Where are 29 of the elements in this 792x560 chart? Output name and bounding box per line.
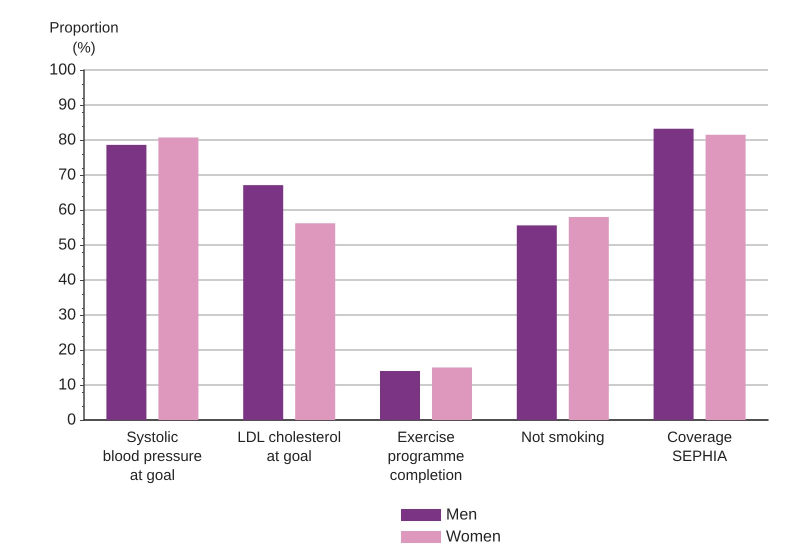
y-tick-label: 60 <box>58 202 76 218</box>
bar <box>106 144 146 420</box>
x-tick-label: LDL cholesterol at goal <box>237 429 342 465</box>
y-tick-label: 30 <box>58 306 76 324</box>
bar <box>568 217 609 420</box>
bar <box>158 138 198 420</box>
y-tick-label: 90 <box>58 96 76 114</box>
legend-label: Men <box>446 506 478 524</box>
x-tick-label: Systolic blood pressure at goal <box>102 429 202 484</box>
x-tick-label: Exercise programme completion <box>388 429 464 484</box>
bar <box>295 223 336 420</box>
y-tick-label: 70 <box>58 166 76 184</box>
bar <box>654 128 694 420</box>
y-axis-title: Proportion (%) <box>49 20 119 56</box>
bar <box>706 134 746 420</box>
y-tick-label: 80 <box>58 132 76 148</box>
y-tick-label: 40 <box>58 272 76 288</box>
y-tick-label: 50 <box>58 236 76 254</box>
y-tick-label: 10 <box>58 376 76 394</box>
legend-label: Women <box>446 528 501 546</box>
bar <box>380 371 420 420</box>
x-tick-label: Not smoking <box>521 429 604 446</box>
y-tick-label: 0 <box>67 412 76 428</box>
y-tick-label: 20 <box>58 342 76 358</box>
bar <box>243 185 284 420</box>
bar <box>516 225 557 420</box>
bar <box>432 368 472 420</box>
y-tick-label: 100 <box>49 62 76 78</box>
x-tick-label: Coverage SEPHIA <box>667 429 732 465</box>
